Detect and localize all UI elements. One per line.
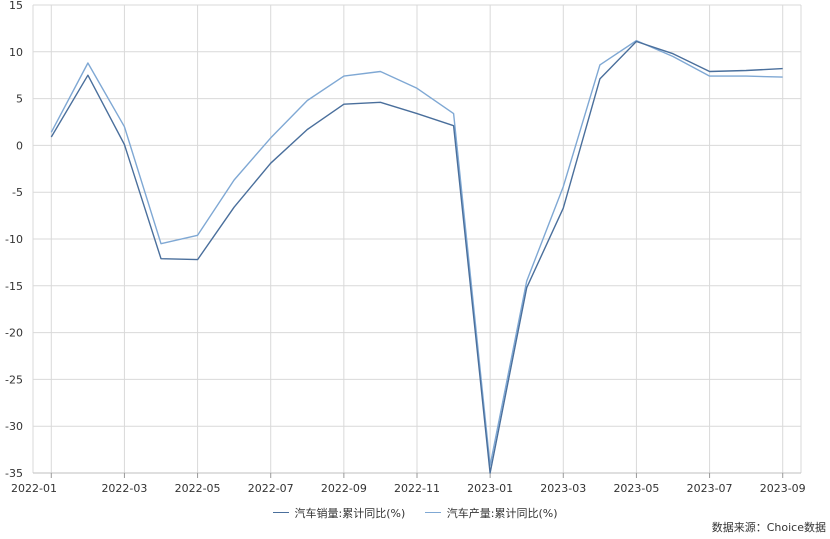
y-axis-ticks: 15 10 5 0 -5 -10 -15 -20 -25 -30 -35 bbox=[5, 0, 23, 480]
x-tick-label: 2023-07 bbox=[687, 482, 733, 495]
legend: 汽车销量:累计同比(%) 汽车产量:累计同比(%) bbox=[0, 503, 830, 521]
x-tick-label: 2022-07 bbox=[248, 482, 294, 495]
legend-item-sales[interactable]: 汽车销量:累计同比(%) bbox=[272, 505, 406, 521]
y-tick-label: 10 bbox=[9, 46, 23, 59]
x-tick-label: 2022-01 bbox=[11, 482, 57, 495]
legend-swatch-production bbox=[424, 512, 441, 513]
legend-label-sales: 汽车销量:累计同比(%) bbox=[294, 506, 406, 520]
series-line-sales[interactable] bbox=[50, 40, 783, 474]
legend-swatch-sales bbox=[272, 512, 289, 513]
x-tick-label: 2022-09 bbox=[321, 482, 367, 495]
y-tick-label: -20 bbox=[5, 327, 23, 340]
y-tick-label: 15 bbox=[9, 0, 23, 12]
x-tick-label: 2023-05 bbox=[613, 482, 659, 495]
grid-lines bbox=[32, 4, 802, 474]
series-line-production[interactable] bbox=[50, 39, 783, 467]
x-tick-label: 2023-03 bbox=[540, 482, 586, 495]
x-tick-label: 2023-01 bbox=[467, 482, 513, 495]
y-tick-label: -35 bbox=[5, 467, 23, 480]
y-tick-label: 0 bbox=[16, 139, 23, 152]
legend-label-production: 汽车产量:累计同比(%) bbox=[446, 506, 558, 520]
y-tick-label: -15 bbox=[5, 280, 23, 293]
y-tick-label: -10 bbox=[5, 233, 23, 246]
x-axis-ticks: 2022-01 2022-03 2022-05 2022-07 2022-09 2022-… bbox=[11, 473, 806, 495]
x-tick-label: 2022-05 bbox=[175, 482, 221, 495]
y-tick-label: 5 bbox=[16, 93, 23, 106]
legend-item-production[interactable]: 汽车产量:累计同比(%) bbox=[424, 505, 558, 521]
y-tick-label: -5 bbox=[12, 186, 23, 199]
data-source-note: 数据来源：Choice数据 bbox=[711, 521, 826, 534]
y-tick-label: -30 bbox=[5, 420, 23, 433]
x-tick-label: 2022-11 bbox=[394, 482, 440, 495]
series-lines bbox=[50, 39, 783, 474]
x-tick-label: 2023-09 bbox=[760, 482, 806, 495]
y-tick-label: -25 bbox=[5, 373, 23, 386]
x-tick-label: 2022-03 bbox=[101, 482, 147, 495]
